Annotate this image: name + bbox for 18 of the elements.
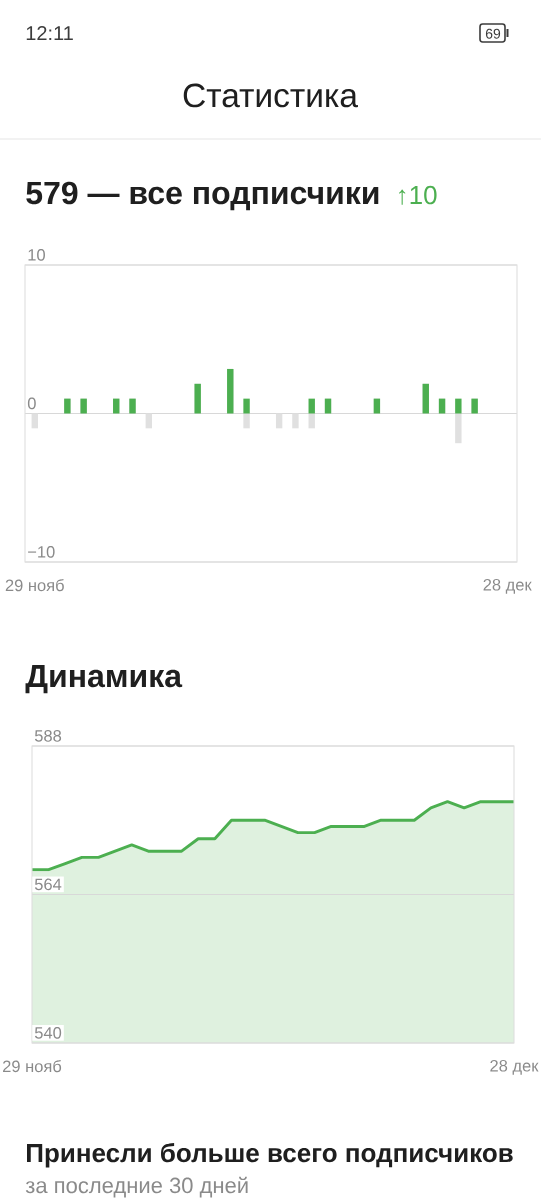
chart-title: Динамика: [25, 664, 183, 694]
x-tick-label: 28 дек: [483, 578, 532, 594]
text: Принесли больше всего подписчиков: [27, 1142, 513, 1168]
x-tick-label: 29 нояб: [3, 1059, 62, 1073]
y-tick-label: 588: [34, 730, 62, 742]
y-tick-label: 540: [34, 1027, 62, 1039]
chart-subtitle: ↑10: [399, 185, 437, 205]
text: за последние 30 дней: [25, 1176, 248, 1198]
y-tick-label: 0: [27, 397, 36, 410]
x-tick-label: 28 дек: [490, 1059, 539, 1075]
text: 12:11: [26, 26, 73, 40]
y-tick-label: 10: [28, 249, 45, 261]
text: Статистика: [183, 83, 358, 108]
text: 69: [485, 28, 501, 39]
chart-title: 579 — все подписчики: [26, 181, 379, 211]
y-tick-label: −10: [28, 546, 55, 558]
x-tick-label: 29 нояб: [5, 578, 64, 592]
y-tick-label: 564: [34, 878, 62, 891]
